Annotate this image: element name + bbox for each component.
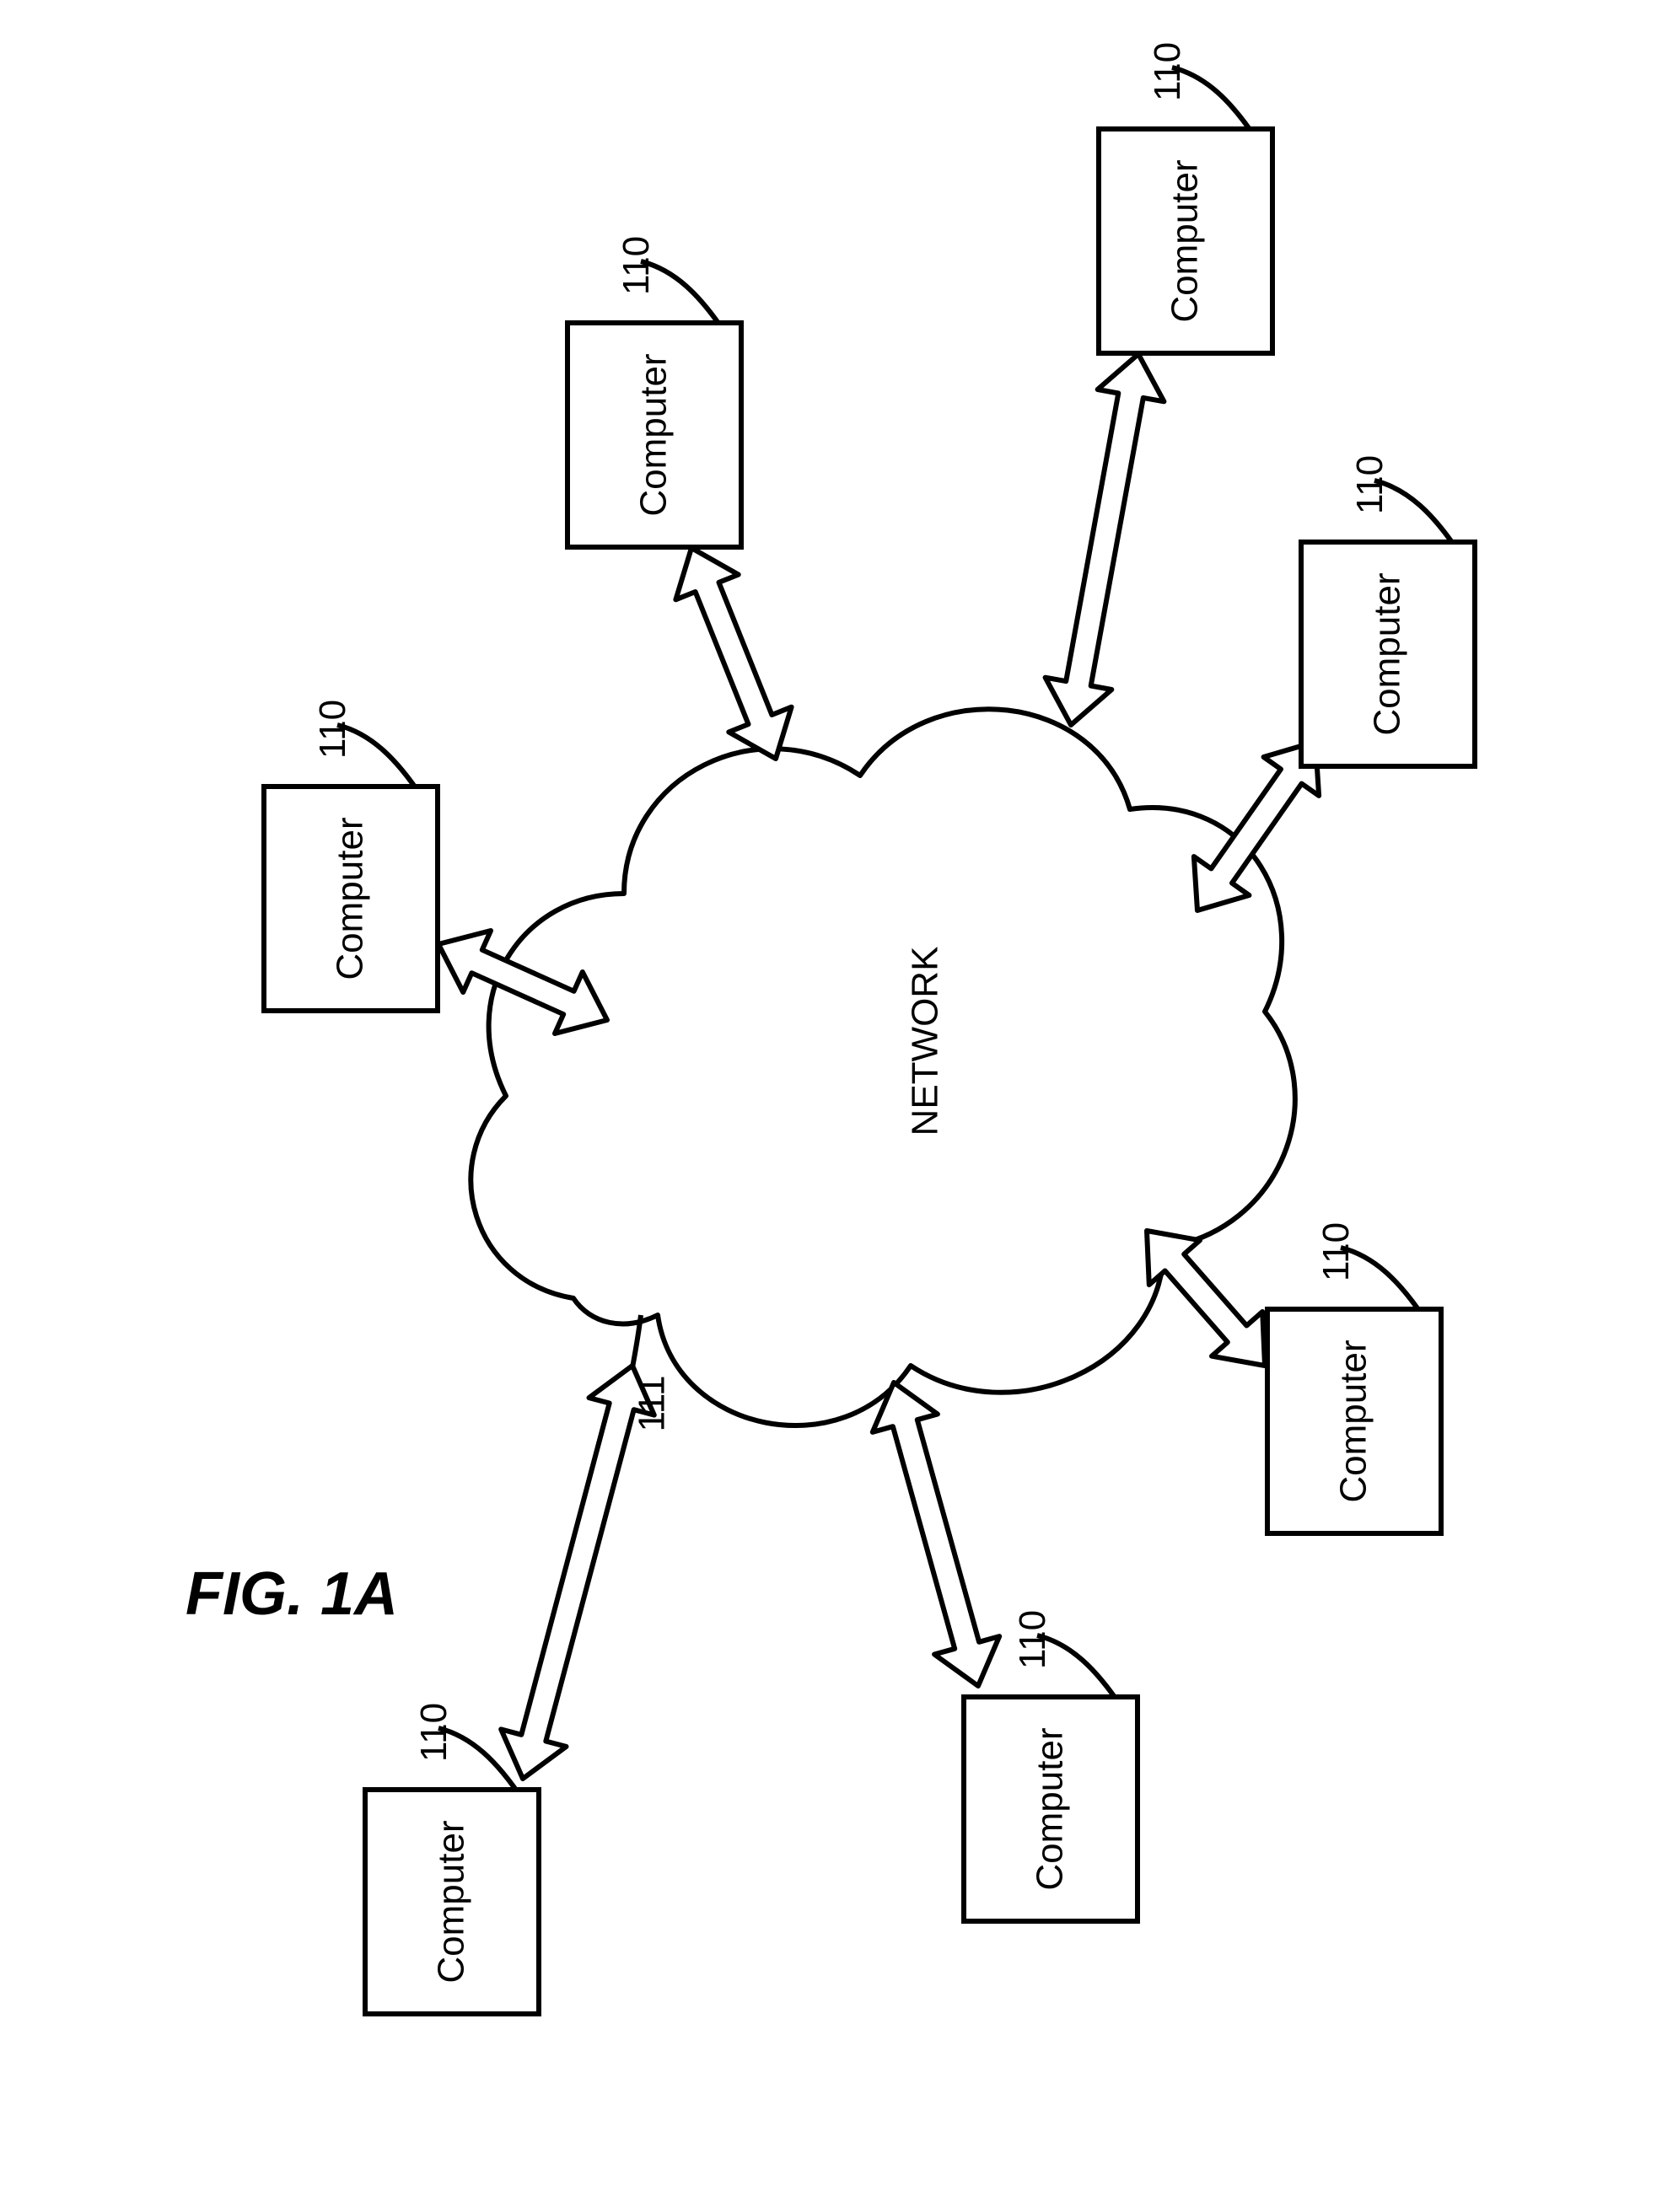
network-label: NETWORK	[904, 947, 946, 1136]
computer-node-6: Computer	[961, 1694, 1140, 1924]
figure-title: FIG. 1A	[186, 1560, 398, 1629]
network-ref: 111	[631, 1376, 673, 1432]
computer-node-7-ref: 110	[413, 1703, 455, 1762]
computer-node-1: Computer	[261, 784, 440, 1013]
computer-node-6-ref: 110	[1012, 1610, 1054, 1669]
computer-node-4: Computer	[1299, 540, 1477, 769]
computer-node-3: Computer	[1096, 126, 1275, 356]
computer-node-6-label: Computer	[1030, 1727, 1072, 1890]
computer-node-7-label: Computer	[431, 1820, 473, 1983]
computer-node-2-ref: 110	[616, 236, 658, 295]
computer-node-3-label: Computer	[1164, 159, 1207, 322]
computer-node-3-ref: 110	[1147, 42, 1189, 101]
computer-node-7: Computer	[363, 1787, 541, 2016]
diagram-svg	[0, 0, 1662, 2212]
computer-node-1-label: Computer	[330, 817, 372, 980]
computer-node-5-ref: 110	[1315, 1222, 1358, 1281]
computer-node-2: Computer	[565, 320, 744, 550]
computer-node-4-ref: 110	[1349, 455, 1391, 514]
computer-node-5: Computer	[1265, 1307, 1444, 1536]
diagram-canvas: FIG. 1A NETWORK 111 Computer 110 Compute…	[0, 0, 1662, 2212]
computer-node-2-label: Computer	[633, 353, 675, 516]
computer-node-5-label: Computer	[1333, 1340, 1375, 1502]
computer-node-1-ref: 110	[312, 700, 354, 759]
computer-node-4-label: Computer	[1367, 572, 1409, 735]
